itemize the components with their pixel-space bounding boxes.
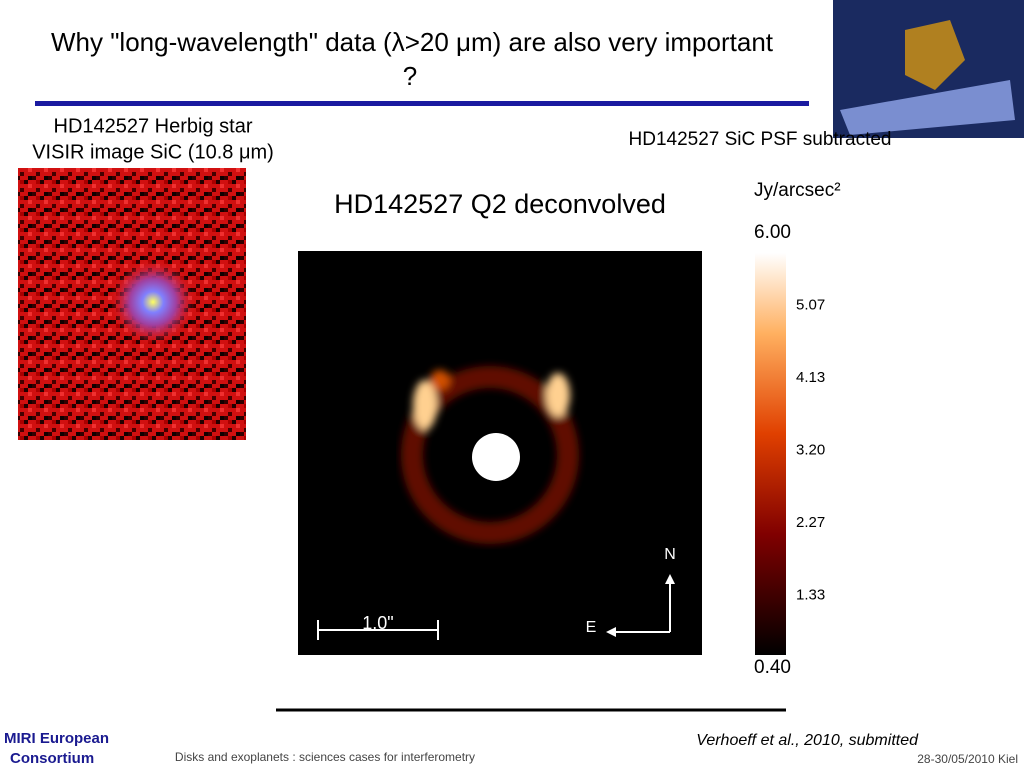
colorbar-label: 4.13 [796, 369, 825, 386]
colorbar-label: 5.07 [796, 296, 825, 313]
reference: Verhoeff et al., 2010, submitted [696, 732, 919, 749]
scale-label: 1.0" [362, 613, 393, 633]
compass [606, 627, 616, 637]
colorbar-label: 3.20 [796, 441, 825, 458]
title: ? [403, 61, 417, 91]
compass [665, 574, 675, 584]
caption: VISIR image SiC (10.8 μm) [32, 141, 274, 163]
logo: MIRI European [4, 730, 109, 747]
central-star [472, 433, 520, 481]
colorbar-label: 1.33 [796, 586, 825, 603]
title-rule [35, 101, 809, 106]
colorbar-label: 6.00 [754, 222, 791, 243]
conference: Disks and exoplanets : sciences cases fo… [175, 750, 475, 764]
title: Why "long-wavelength" data (λ>20 μm) are… [51, 27, 774, 57]
date: 28-30/05/2010 Kiel [917, 752, 1018, 766]
colorbar-labels: 6.00 5.07 4.13 3.20 2.27 1.33 0.40 [754, 222, 825, 678]
north-label: N [664, 546, 676, 563]
colorbar-label: 0.40 [754, 657, 791, 678]
star [111, 260, 195, 344]
caption: HD142527 Herbig star [54, 115, 253, 137]
telescope-image [833, 0, 1024, 138]
disk [401, 366, 579, 544]
logo: Consortium [10, 750, 94, 767]
colorbar [755, 253, 786, 655]
image-title: HD142527 Q2 deconvolved [334, 189, 666, 219]
colorbar-label: 2.27 [796, 514, 825, 531]
colorbar-unit: Jy/arcsec² [754, 180, 841, 201]
east-label: E [586, 619, 597, 636]
panel-header: HD142527 SiC PSF subtracted [629, 129, 892, 150]
